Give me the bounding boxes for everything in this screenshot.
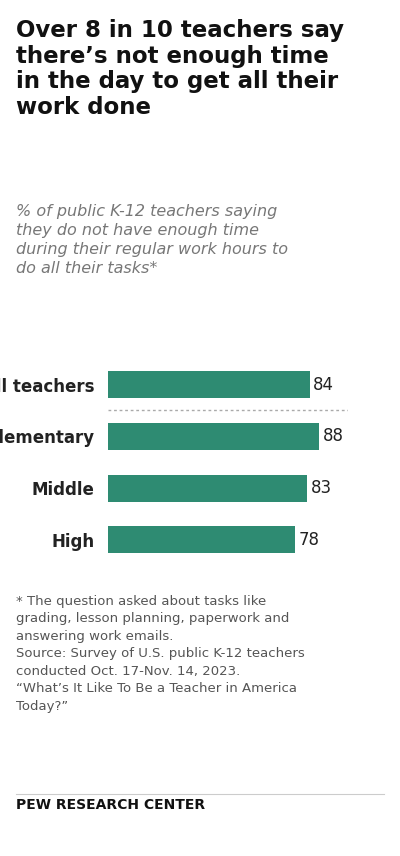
- Text: 78: 78: [299, 531, 320, 549]
- Bar: [108, 526, 295, 553]
- Text: PEW RESEARCH CENTER: PEW RESEARCH CENTER: [16, 798, 205, 811]
- Bar: [108, 475, 307, 502]
- Text: * The question asked about tasks like
grading, lesson planning, paperwork and
an: * The question asked about tasks like gr…: [16, 595, 305, 713]
- Text: 88: 88: [323, 427, 344, 445]
- Bar: [108, 372, 310, 398]
- Text: 84: 84: [313, 376, 334, 394]
- Bar: [108, 423, 319, 449]
- Text: Over 8 in 10 teachers say
there’s not enough time
in the day to get all their
wo: Over 8 in 10 teachers say there’s not en…: [16, 19, 344, 119]
- Text: 83: 83: [311, 479, 332, 497]
- Text: % of public K-12 teachers saying
they do not have enough time
during their regul: % of public K-12 teachers saying they do…: [16, 204, 288, 276]
